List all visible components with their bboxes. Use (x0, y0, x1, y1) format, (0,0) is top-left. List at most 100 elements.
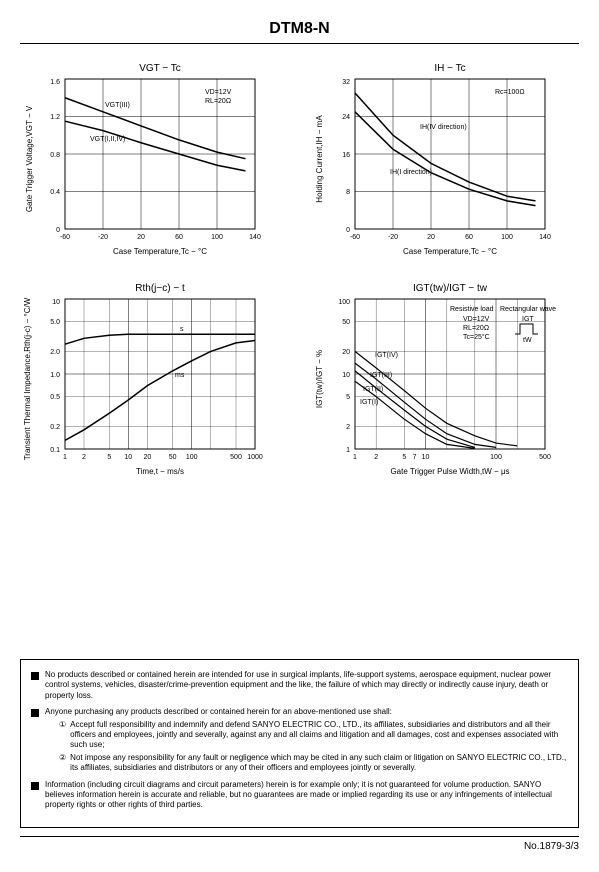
chart1-xlabel: Case Temperature,Tc − °C (113, 247, 207, 256)
chart1-title: VGT − Tc (139, 63, 181, 74)
chart3-title: Rth(j−c) − t (135, 283, 185, 294)
chart-vgt-tc: VGT − Tc VGT(III) VGT(I,II,IV) VD= (20, 59, 290, 259)
svg-text:0.8: 0.8 (50, 152, 60, 159)
chart4-cond5: Rectangular wave (500, 306, 556, 313)
svg-text:1000: 1000 (247, 454, 263, 461)
svg-text:0.1: 0.1 (50, 447, 60, 454)
svg-text:IGT: IGT (522, 316, 534, 323)
disclaimer-subitem: ① Accept full responsibility and indemni… (59, 720, 568, 751)
chart4-cond4: Tc=25°C (463, 333, 490, 341)
chart1-cond1: VD=12V (205, 89, 232, 96)
svg-text:100: 100 (501, 234, 513, 241)
svg-text:0: 0 (346, 227, 350, 234)
svg-text:60: 60 (465, 234, 473, 241)
svg-text:500: 500 (230, 454, 242, 461)
svg-text:100: 100 (338, 299, 350, 306)
charts-grid: VGT − Tc VGT(III) VGT(I,II,IV) VD= (20, 59, 579, 479)
svg-text:2: 2 (346, 424, 350, 431)
chart4-curve1-label: IGT(IV) (375, 352, 398, 359)
chart4-ylabel: IGT(tw)/IGT − % (315, 350, 324, 408)
chart4-xlabel: Gate Trigger Pulse Width,tW − μs (390, 467, 509, 476)
svg-text:-60: -60 (349, 234, 359, 241)
chart1-curve2-label: VGT(I,II,IV) (90, 136, 125, 143)
svg-text:5: 5 (402, 454, 406, 461)
svg-text:24: 24 (342, 114, 350, 121)
svg-text:-20: -20 (98, 234, 108, 241)
disclaimer-item: No products described or contained herei… (31, 670, 568, 701)
bullet-icon (31, 672, 39, 680)
svg-text:5: 5 (346, 394, 350, 401)
chart1-ylabel: Gate Trigger Voltage,VGT − V (25, 105, 34, 212)
svg-text:5.0: 5.0 (50, 319, 60, 326)
svg-text:1.6: 1.6 (50, 79, 60, 86)
svg-text:1: 1 (63, 454, 67, 461)
bullet-icon (31, 709, 39, 717)
disclaimer-box: No products described or contained herei… (20, 659, 579, 828)
disclaimer-text: Information (including circuit diagrams … (45, 780, 568, 811)
svg-text:1.2: 1.2 (50, 114, 60, 121)
chart-igt-tw: IGT(tw)/IGT − tw (310, 279, 580, 479)
chart4-curve3-label: IGT(II) (363, 386, 383, 393)
chart4-title: IGT(tw)/IGT − tw (413, 283, 488, 294)
svg-text:60: 60 (175, 234, 183, 241)
svg-text:2: 2 (374, 454, 378, 461)
chart2-cond1: Rc=100Ω (495, 89, 525, 96)
chart4-cond1: Resistive load (450, 306, 494, 313)
disclaimer-item: Information (including circuit diagrams … (31, 780, 568, 811)
svg-text:0.4: 0.4 (50, 189, 60, 196)
chart2-ylabel: Holding Current,IH − mA (315, 115, 324, 203)
chart3-curve1-label: s (180, 326, 184, 333)
svg-text:-60: -60 (60, 234, 70, 241)
svg-text:8: 8 (346, 189, 350, 196)
svg-text:0.2: 0.2 (50, 424, 60, 431)
chart-rth-t: Rth(j−c) − t (20, 279, 290, 479)
disclaimer-text: Anyone purchasing any products described… (45, 707, 568, 773)
svg-text:tW: tW (523, 337, 532, 344)
chart4-curve2-label: IGT(III) (370, 372, 392, 379)
svg-text:140: 140 (539, 234, 551, 241)
chart1-curve1-label: VGT(III) (105, 102, 130, 109)
svg-text:2.0: 2.0 (50, 349, 60, 356)
svg-text:10: 10 (342, 372, 350, 379)
svg-text:10: 10 (52, 299, 60, 306)
svg-text:0.5: 0.5 (50, 394, 60, 401)
page-title: DTM8-N (20, 20, 579, 44)
disclaimer-item: Anyone purchasing any products described… (31, 707, 568, 773)
svg-text:1: 1 (353, 454, 357, 461)
svg-text:10: 10 (124, 454, 132, 461)
chart4-cond2: VD=12V (463, 316, 490, 323)
svg-text:20: 20 (342, 349, 350, 356)
svg-text:1: 1 (346, 447, 350, 454)
svg-text:-20: -20 (387, 234, 397, 241)
chart3-curve2-label: ms (175, 372, 185, 379)
svg-text:1.0: 1.0 (50, 372, 60, 379)
circled-number-icon: ② (59, 753, 66, 774)
svg-text:20: 20 (144, 454, 152, 461)
svg-text:16: 16 (342, 152, 350, 159)
svg-text:10: 10 (421, 454, 429, 461)
chart4-cond3: RL=20Ω (463, 325, 489, 332)
svg-text:0: 0 (56, 227, 60, 234)
disclaimer-text: No products described or contained herei… (45, 670, 568, 701)
svg-text:100: 100 (186, 454, 198, 461)
chart2-curve2-label: IH(I direction) (390, 169, 432, 176)
svg-text:140: 140 (249, 234, 261, 241)
svg-text:50: 50 (169, 454, 177, 461)
chart3-ylabel: Transient Thermal Impedance,Rth(j-c) − °… (23, 297, 32, 460)
svg-text:50: 50 (342, 319, 350, 326)
svg-text:100: 100 (490, 454, 502, 461)
chart-ih-tc: IH − Tc IH(IV direction) IH(I direction)… (310, 59, 580, 259)
svg-text:100: 100 (211, 234, 223, 241)
chart3-xlabel: Time,t − ms/s (136, 467, 184, 476)
svg-text:20: 20 (137, 234, 145, 241)
svg-text:500: 500 (539, 454, 551, 461)
chart4-curve4-label: IGT(I) (360, 399, 378, 406)
disclaimer-subitem: ② Not impose any responsibility for any … (59, 753, 568, 774)
chart1-cond2: RL=20Ω (205, 98, 231, 105)
svg-text:2: 2 (82, 454, 86, 461)
svg-text:32: 32 (342, 79, 350, 86)
chart2-title: IH − Tc (434, 63, 465, 74)
svg-text:20: 20 (427, 234, 435, 241)
bullet-icon (31, 782, 39, 790)
circled-number-icon: ① (59, 720, 66, 751)
